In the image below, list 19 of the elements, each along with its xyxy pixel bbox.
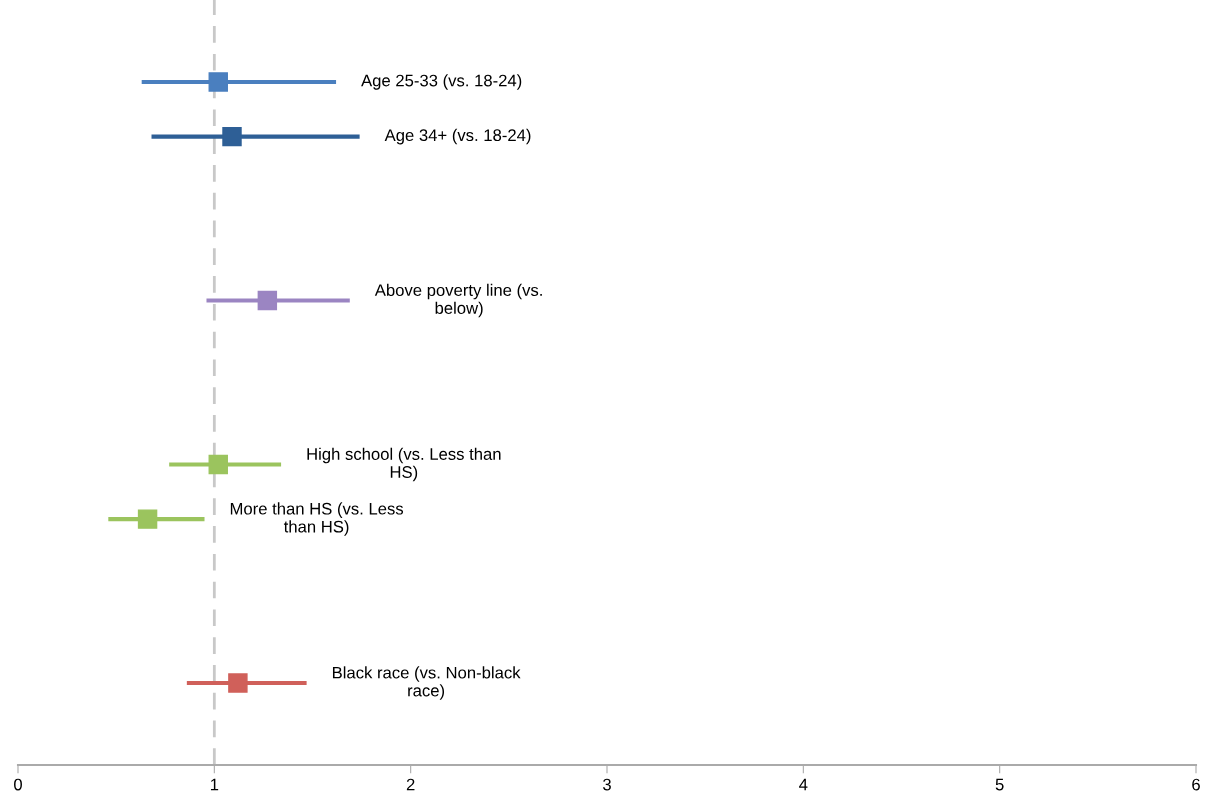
text: Age 34+ (vs. 18-24): [384, 128, 531, 145]
x-tick-label: 6: [1192, 778, 1200, 791]
x-tick-label: 0: [14, 778, 22, 791]
text: High school (vs. Less than HS): [307, 447, 501, 482]
point: [208, 72, 228, 92]
point: [222, 126, 242, 147]
text: More than HS (vs. Less than HS): [230, 502, 404, 536]
text: Black race (vs. Non-black race): [332, 666, 521, 700]
point: [137, 509, 158, 529]
point: [257, 290, 278, 311]
x-tick-label: 5: [995, 778, 1004, 791]
point: [208, 454, 228, 475]
text: Above poverty line (vs. below): [374, 283, 542, 318]
x-tick-label: 1: [210, 778, 219, 791]
x-tick-label: 4: [799, 778, 808, 791]
point: [228, 673, 248, 693]
x-tick-label: 2: [406, 778, 415, 791]
x-tick-label: 3: [603, 778, 611, 791]
text: Age 25-33 (vs. 18-24): [361, 74, 522, 90]
